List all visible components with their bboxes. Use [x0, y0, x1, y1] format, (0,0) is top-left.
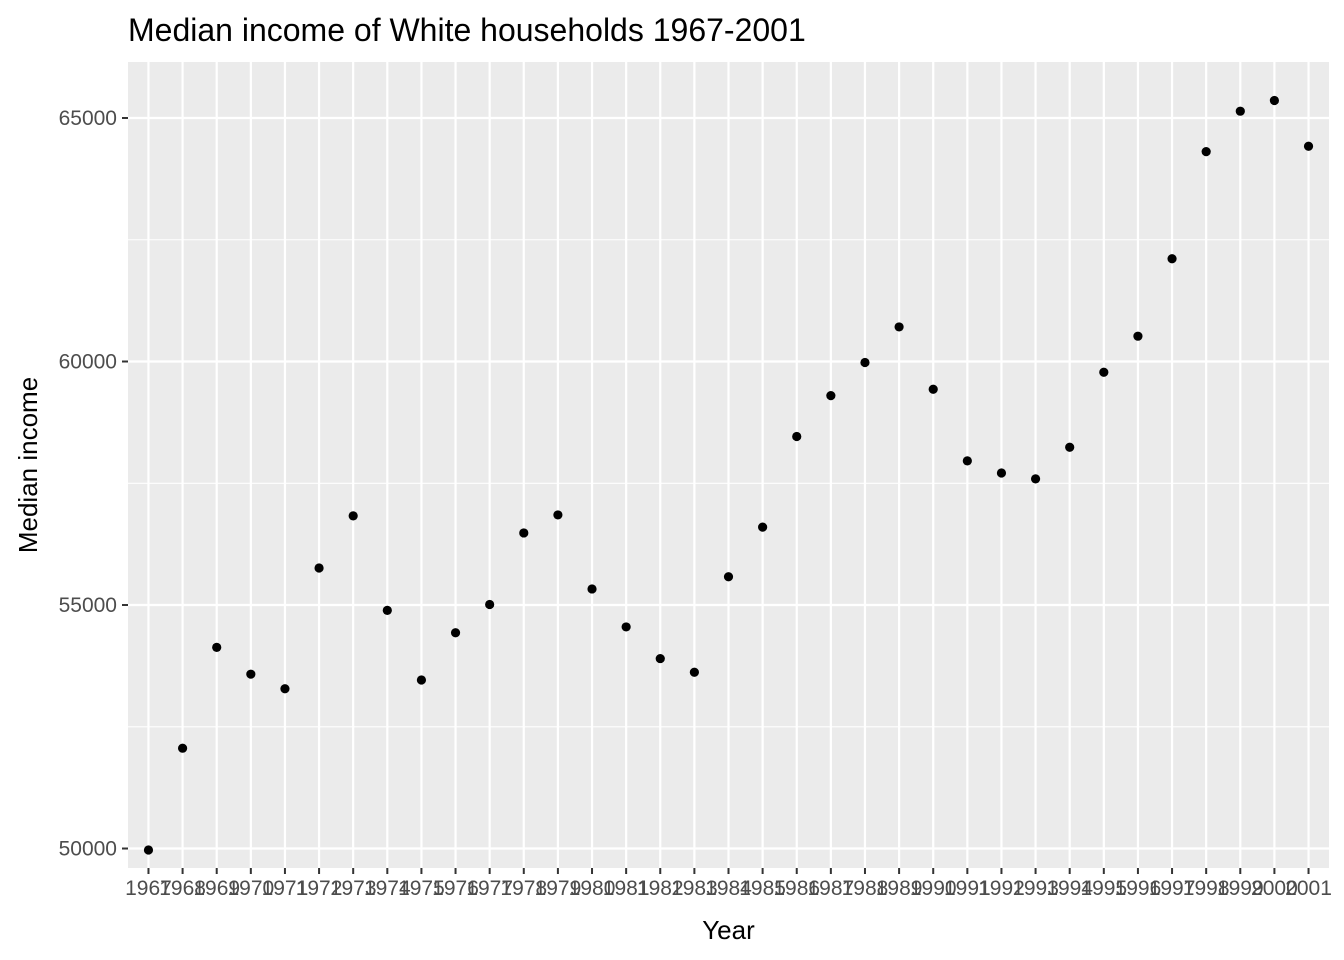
- x-axis: 1967196819691970197119721973197419751976…: [125, 868, 1332, 900]
- x-tick-label: 1991: [944, 877, 991, 900]
- data-point: [587, 584, 597, 594]
- data-point: [416, 675, 427, 685]
- x-tick-label: 1976: [432, 877, 479, 900]
- data-point: [723, 572, 734, 582]
- x-tick-label: 2001: [1285, 877, 1332, 900]
- x-tick-label: 1974: [364, 877, 411, 900]
- data-point: [826, 391, 836, 401]
- x-tick-label: 1986: [773, 877, 820, 900]
- x-tick-label: 1993: [1012, 877, 1059, 900]
- x-tick-label: 1979: [535, 877, 582, 900]
- data-point: [621, 622, 631, 632]
- chart-title: Median income of White households 1967-2…: [128, 12, 806, 48]
- x-tick-label: 1978: [500, 877, 547, 900]
- x-tick-label: 1988: [842, 877, 889, 900]
- data-point: [450, 628, 461, 638]
- data-point: [655, 653, 665, 664]
- x-tick-label: 1985: [739, 877, 786, 900]
- x-tick-label: 1971: [262, 877, 309, 900]
- x-tick-label: 1994: [1046, 877, 1093, 900]
- y-axis: 50000 55000 60000 65000: [59, 107, 128, 861]
- x-tick-label: 1968: [159, 877, 206, 900]
- x-tick-label: 1982: [637, 877, 684, 900]
- x-tick-label: 1973: [330, 877, 377, 900]
- data-point: [348, 511, 358, 521]
- data-point: [928, 384, 938, 394]
- data-point: [1235, 106, 1245, 116]
- x-tick-label: 1967: [125, 877, 172, 900]
- x-tick-label: 1996: [1115, 877, 1162, 900]
- y-tick-label: 55000: [59, 594, 117, 617]
- data-point: [1065, 442, 1075, 452]
- data-point: [246, 669, 256, 679]
- x-tick-label: 1999: [1217, 877, 1264, 900]
- data-point: [519, 528, 529, 538]
- x-tick-label: 1969: [193, 877, 240, 900]
- data-point: [280, 684, 290, 694]
- x-tick-label: 1970: [227, 877, 274, 900]
- data-point: [1099, 367, 1109, 377]
- x-tick-label: 1975: [398, 877, 445, 900]
- x-tick-label: 1995: [1080, 877, 1127, 900]
- data-point: [758, 522, 768, 532]
- x-tick-label: 1981: [603, 877, 650, 900]
- data-point: [1167, 254, 1177, 264]
- data-point: [1133, 331, 1143, 341]
- data-point: [553, 510, 563, 520]
- data-point: [1303, 141, 1314, 151]
- data-point: [894, 322, 904, 332]
- data-points: [143, 95, 1314, 855]
- data-point: [792, 431, 802, 442]
- x-tick-label: 1990: [910, 877, 957, 900]
- data-point: [314, 563, 324, 573]
- data-point: [689, 667, 699, 677]
- y-tick-label: 65000: [59, 107, 117, 130]
- x-tick-label: 1983: [671, 877, 718, 900]
- data-point: [996, 468, 1007, 478]
- data-point: [1030, 474, 1041, 484]
- data-point: [962, 456, 972, 466]
- y-tick-label: 60000: [59, 351, 117, 374]
- x-tick-label: 1984: [705, 877, 752, 900]
- y-tick-label: 50000: [59, 838, 117, 861]
- data-point: [485, 599, 495, 610]
- data-point: [212, 642, 222, 652]
- x-tick-label: 1989: [876, 877, 923, 900]
- data-point: [1201, 147, 1211, 157]
- x-tick-label: 1987: [807, 877, 854, 900]
- data-point: [177, 743, 188, 753]
- data-point: [1269, 95, 1280, 106]
- x-axis-title: Year: [702, 915, 755, 945]
- data-point: [860, 357, 870, 368]
- y-axis-title: Median income: [13, 377, 43, 553]
- data-point: [143, 845, 154, 855]
- x-tick-label: 1972: [296, 877, 343, 900]
- gridlines-major-x: [147, 62, 1310, 868]
- x-tick-label: 1980: [569, 877, 616, 900]
- x-tick-label: 1977: [466, 877, 513, 900]
- x-tick-label: 1998: [1183, 877, 1230, 900]
- x-tick-label: 1997: [1149, 877, 1196, 900]
- data-point: [382, 605, 392, 615]
- x-tick-label: 2000: [1251, 877, 1298, 900]
- x-tick-label: 1992: [978, 877, 1025, 900]
